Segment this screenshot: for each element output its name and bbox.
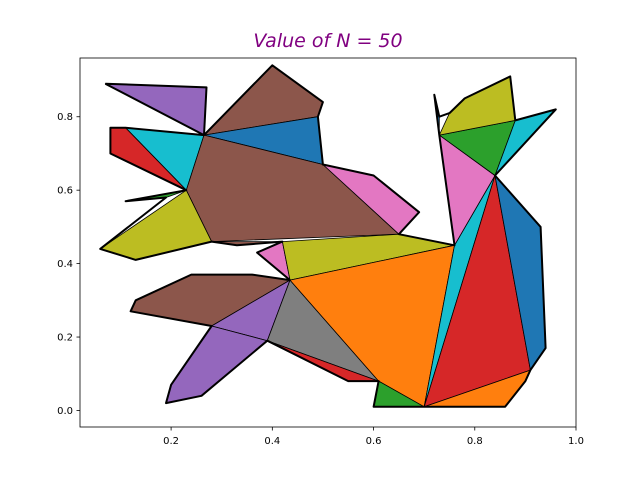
x-tick-label: 0.2: [163, 436, 179, 447]
y-tick-label: 0.4: [57, 259, 73, 270]
y-tick-label: 0.2: [57, 333, 73, 344]
outline-group: [99, 64, 557, 408]
y-tick-label: 0.8: [57, 112, 73, 123]
axes-frame: [79, 57, 577, 428]
y-tick-label: 0.0: [57, 406, 73, 417]
x-tick-label: 0.4: [264, 436, 280, 447]
chart-title: Value of N = 50: [253, 30, 402, 52]
polygon-5: [185, 134, 400, 243]
y-axis: 0.0 0.2 0.4 0.6 0.8: [57, 112, 80, 417]
outline-boundary: [99, 64, 557, 408]
x-tick-label: 0.6: [366, 436, 382, 447]
x-tick-label: 0.8: [467, 436, 483, 447]
x-tick-label: 1.0: [568, 436, 584, 447]
y-tick-label: 0.6: [57, 186, 73, 197]
x-axis: 0.2 0.4 0.6 0.8 1.0: [163, 427, 584, 447]
polygon-group: [99, 64, 557, 408]
plot-area: [79, 57, 577, 428]
